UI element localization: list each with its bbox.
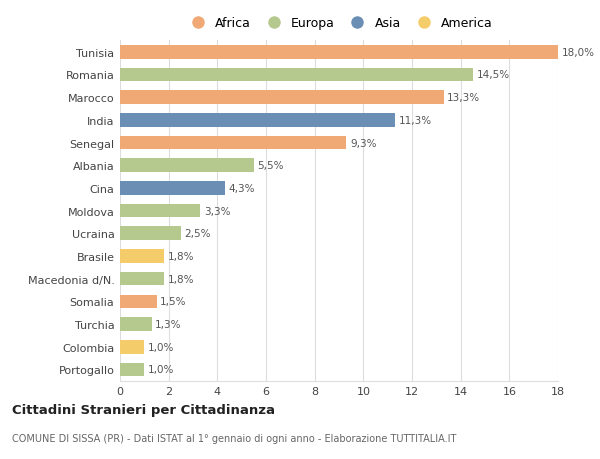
Text: 9,3%: 9,3% — [350, 138, 376, 148]
Text: 1,8%: 1,8% — [167, 252, 194, 262]
Text: 1,0%: 1,0% — [148, 364, 175, 375]
Bar — [120, 182, 224, 195]
Text: 1,5%: 1,5% — [160, 297, 187, 307]
Bar — [120, 363, 145, 376]
Legend: Africa, Europa, Asia, America: Africa, Europa, Asia, America — [185, 17, 493, 30]
Bar — [120, 227, 181, 241]
Text: 11,3%: 11,3% — [398, 116, 432, 126]
Text: 1,8%: 1,8% — [167, 274, 194, 284]
Text: 13,3%: 13,3% — [447, 93, 481, 103]
Text: 3,3%: 3,3% — [204, 206, 230, 216]
Text: 1,3%: 1,3% — [155, 319, 182, 330]
Text: 18,0%: 18,0% — [562, 48, 595, 58]
Text: 4,3%: 4,3% — [228, 184, 255, 194]
Bar — [120, 250, 164, 263]
Bar — [120, 114, 395, 127]
Text: 1,0%: 1,0% — [148, 342, 175, 352]
Bar — [120, 68, 473, 82]
Bar — [120, 340, 145, 354]
Text: Cittadini Stranieri per Cittadinanza: Cittadini Stranieri per Cittadinanza — [12, 403, 275, 416]
Bar — [120, 46, 558, 59]
Bar — [120, 272, 164, 286]
Bar — [120, 136, 346, 150]
Bar — [120, 295, 157, 308]
Text: 2,5%: 2,5% — [184, 229, 211, 239]
Bar — [120, 159, 254, 173]
Bar — [120, 204, 200, 218]
Text: COMUNE DI SISSA (PR) - Dati ISTAT al 1° gennaio di ogni anno - Elaborazione TUTT: COMUNE DI SISSA (PR) - Dati ISTAT al 1° … — [12, 433, 457, 442]
Text: 5,5%: 5,5% — [257, 161, 284, 171]
Bar — [120, 91, 443, 105]
Text: 14,5%: 14,5% — [476, 70, 509, 80]
Bar — [120, 318, 152, 331]
